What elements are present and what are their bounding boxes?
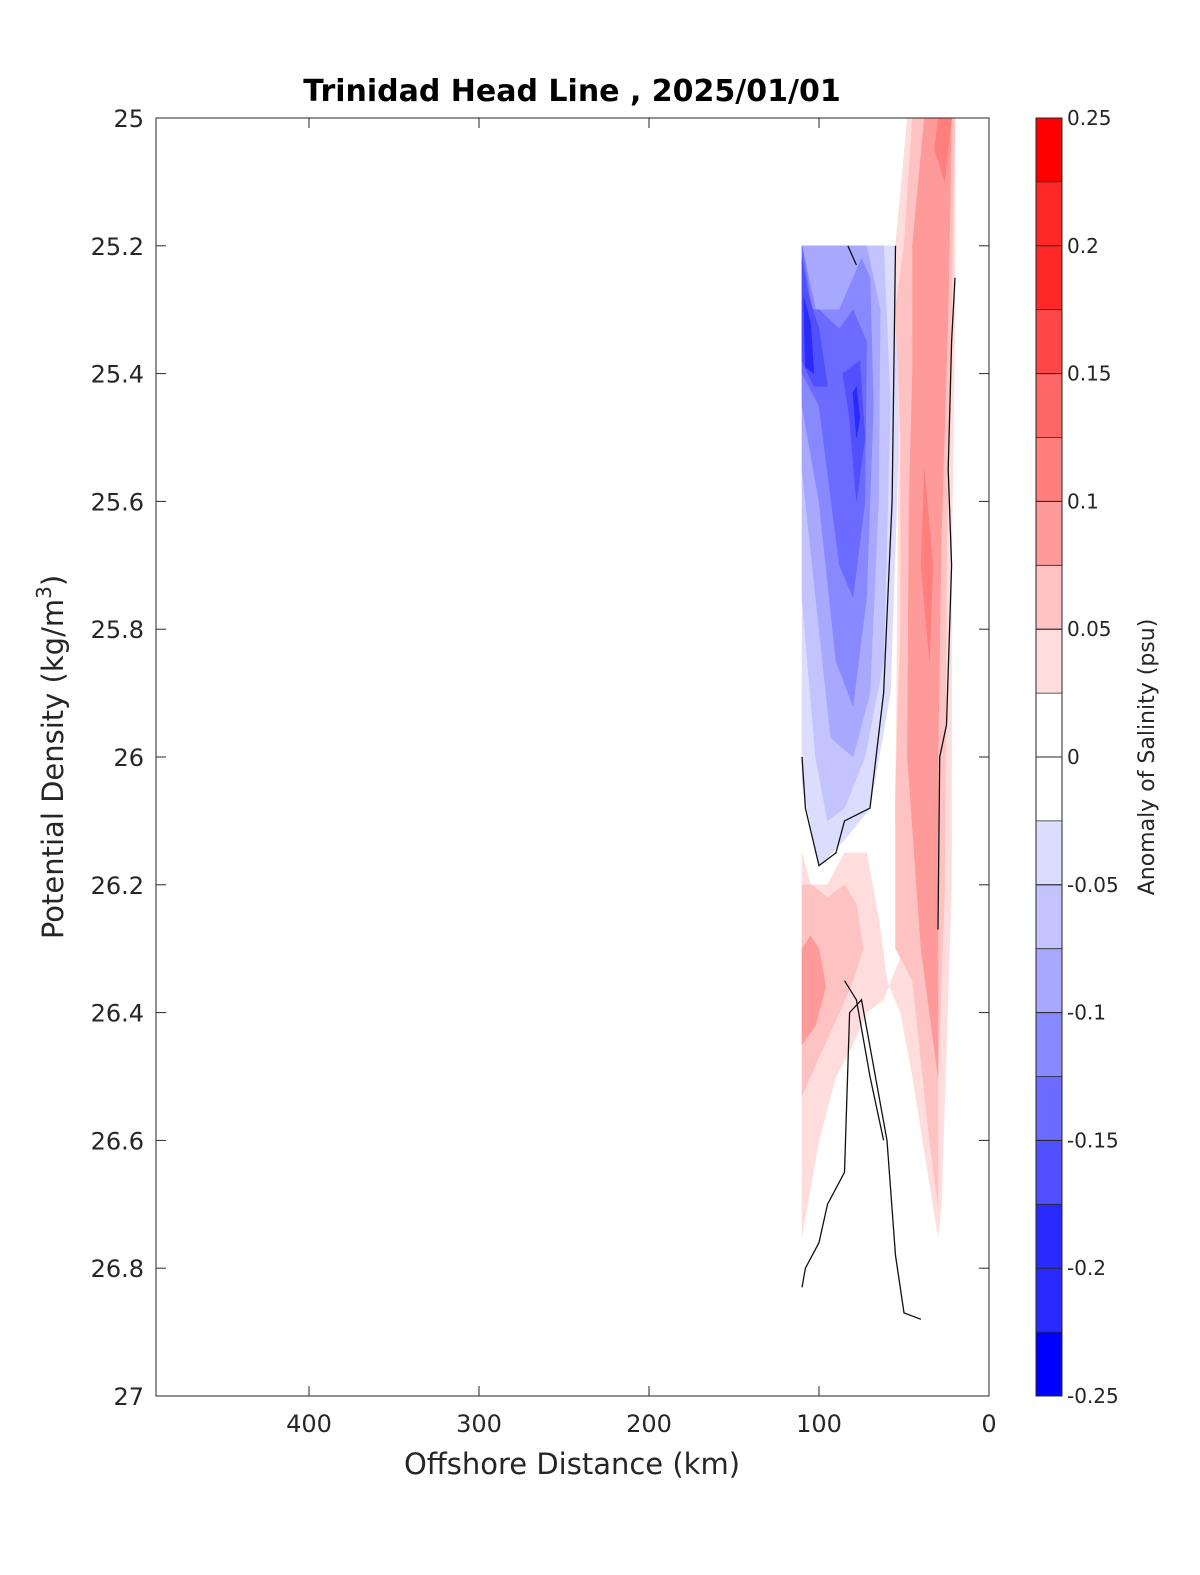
y-tick-label-8: 26.6 bbox=[91, 1127, 144, 1155]
colorbar-swatch-14 bbox=[1036, 1140, 1062, 1205]
colorbar-tick-label-8: -0.15 bbox=[1067, 1128, 1119, 1152]
zero-contour-4 bbox=[843, 980, 885, 1141]
x-tick-label-3: 100 bbox=[796, 1410, 842, 1438]
chart-title: Trinidad Head Line , 2025/01/01 bbox=[303, 74, 840, 109]
x-axis-ticks: 400 300 200 100 0 bbox=[286, 118, 997, 1438]
y-tick-label-3: 25.6 bbox=[91, 488, 144, 516]
colorbar-tick-label-4: 0.05 bbox=[1067, 617, 1112, 641]
colorbar-swatch-0 bbox=[1036, 118, 1062, 182]
colorbar-swatch-12 bbox=[1036, 1012, 1062, 1077]
x-tick-label-2: 200 bbox=[626, 1410, 672, 1438]
colorbar-swatches bbox=[1036, 118, 1062, 1396]
x-tick-label-0: 400 bbox=[286, 1410, 332, 1438]
colorbar-swatch-2 bbox=[1036, 309, 1062, 374]
colorbar-ticks: 0.25 0.2 0.15 0.1 0.05 0 -0.05 -0.1 -0.15 -0.2 -0.… bbox=[1036, 106, 1119, 1408]
x-tick-label-4: 0 bbox=[981, 1410, 996, 1438]
y-axis-label-end: ) bbox=[36, 575, 70, 586]
colorbar-swatch-6 bbox=[1036, 565, 1062, 630]
anomaly-region-11 bbox=[801, 884, 864, 1096]
colorbar-tick-label-5: 0 bbox=[1067, 745, 1080, 769]
y-tick-label-10: 27 bbox=[113, 1383, 144, 1411]
colorbar-tick-label-6: -0.05 bbox=[1067, 873, 1119, 897]
colorbar-swatch-4 bbox=[1036, 437, 1062, 502]
y-tick-label-9: 26.8 bbox=[91, 1255, 144, 1283]
colorbar-swatch-11 bbox=[1036, 948, 1062, 1013]
y-tick-label-4: 25.8 bbox=[91, 616, 144, 644]
y-tick-label-2: 25.4 bbox=[91, 361, 144, 389]
colorbar-swatch-5 bbox=[1036, 501, 1062, 566]
colorbar-tick-label-9: -0.2 bbox=[1067, 1256, 1106, 1280]
colorbar-tick-label-0: 0.25 bbox=[1067, 106, 1112, 130]
y-tick-label-0: 25 bbox=[113, 105, 144, 133]
y-axis-label-superscript: 3 bbox=[32, 586, 56, 599]
colorbar-swatch-10 bbox=[1036, 884, 1062, 949]
y-tick-label-6: 26.2 bbox=[91, 872, 144, 900]
y-axis-label: Potential Density (kg/m3) bbox=[32, 575, 70, 939]
x-axis-label: Offshore Distance (km) bbox=[404, 1447, 740, 1481]
colorbar-tick-label-3: 0.1 bbox=[1067, 489, 1099, 513]
colorbar-tick-label-7: -0.1 bbox=[1067, 1001, 1106, 1025]
y-axis-label-main: Potential Density (kg/m bbox=[36, 599, 70, 939]
anomaly-region-13 bbox=[801, 935, 827, 1046]
colorbar: 0.25 0.2 0.15 0.1 0.05 0 -0.05 -0.1 -0.15 -0.2 -0.… bbox=[1035, 106, 1160, 1408]
zero-contour-0 bbox=[801, 245, 897, 867]
zero-contour-lines bbox=[801, 245, 956, 1320]
zero-contour-1 bbox=[847, 245, 857, 266]
colorbar-label: Anomaly of Salinity (psu) bbox=[1135, 619, 1160, 896]
colorbar-tick-label-1: 0.2 bbox=[1067, 234, 1099, 258]
colorbar-tick-label-2: 0.15 bbox=[1067, 362, 1112, 386]
colorbar-swatch-9 bbox=[1036, 820, 1062, 885]
anomaly-region-14 bbox=[920, 469, 934, 662]
colorbar-swatch-13 bbox=[1036, 1076, 1062, 1141]
x-tick-label-1: 300 bbox=[456, 1410, 502, 1438]
y-tick-label-7: 26.4 bbox=[91, 1000, 144, 1028]
anomaly-contour-fills bbox=[801, 117, 956, 1237]
colorbar-swatch-3 bbox=[1036, 373, 1062, 438]
anomaly-region-7 bbox=[803, 296, 815, 375]
plot-area: 400 300 200 100 0 25 25.2 25.4 25.6 25.8 26 26.2 26… bbox=[91, 105, 997, 1438]
anomaly-region-6 bbox=[842, 360, 866, 502]
anomaly-region-8 bbox=[852, 385, 861, 438]
y-axis-ticks: 25 25.2 25.4 25.6 25.8 26 26.2 26.4 26.6 26.8 27 bbox=[91, 105, 989, 1411]
y-tick-label-1: 25.2 bbox=[91, 233, 144, 261]
colorbar-swatch-7 bbox=[1036, 629, 1062, 694]
y-tick-label-5: 26 bbox=[113, 744, 144, 772]
zero-contour-3 bbox=[801, 998, 922, 1320]
colorbar-swatch-16 bbox=[1036, 1332, 1062, 1396]
zero-contour-2 bbox=[937, 277, 956, 930]
colorbar-tick-label-10: -0.25 bbox=[1067, 1384, 1119, 1408]
